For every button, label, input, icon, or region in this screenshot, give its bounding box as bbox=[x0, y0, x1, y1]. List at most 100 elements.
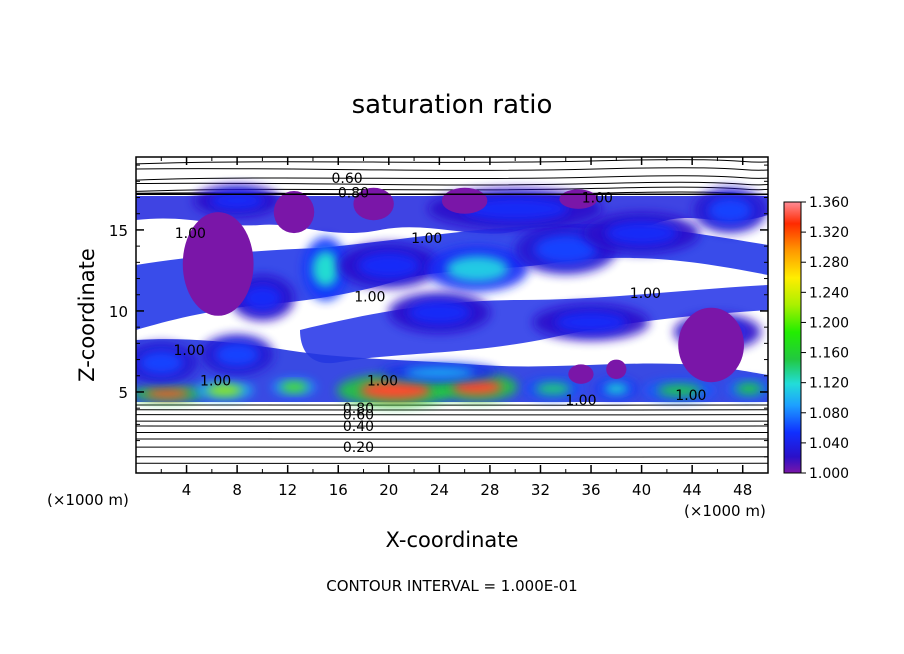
supersat-blob-core bbox=[139, 351, 184, 375]
supersat-blob-core bbox=[280, 382, 308, 392]
lower-contour-line bbox=[136, 404, 768, 406]
upper-contour-line bbox=[136, 175, 768, 181]
supersat-blob bbox=[195, 381, 254, 400]
supersat-blob-core bbox=[408, 300, 471, 325]
contour-label: 1.00 bbox=[675, 388, 706, 404]
supersat-blob-core bbox=[535, 382, 571, 395]
plot-frame bbox=[135, 156, 769, 474]
contour-label: 1.00 bbox=[630, 286, 661, 302]
supersat-blob-core bbox=[555, 311, 627, 333]
y-axis: 5 10 15 bbox=[109, 164, 768, 458]
supersat-blob bbox=[693, 187, 767, 234]
colorbar-tick-label: 1.080 bbox=[809, 406, 849, 422]
lower-contour-line bbox=[136, 413, 768, 416]
supersat-blob-core bbox=[707, 197, 753, 224]
supersat-blob bbox=[532, 304, 650, 341]
supersat-blob bbox=[272, 379, 316, 396]
supersat-blob-core bbox=[452, 379, 503, 395]
lower-contour-line bbox=[136, 409, 768, 411]
x-tick-label: 48 bbox=[733, 481, 752, 499]
x-tick-label: 8 bbox=[232, 481, 242, 499]
supersat-blob-core bbox=[462, 197, 569, 221]
contour-label: 1.00 bbox=[582, 191, 613, 207]
supersat-blob-core bbox=[206, 385, 243, 396]
y-axis-label: Z-coordinate bbox=[75, 248, 99, 382]
supersat-blob-core bbox=[359, 381, 431, 400]
x-unit-label-left: (×1000 m) bbox=[47, 491, 129, 509]
contour-label: 1.00 bbox=[200, 374, 231, 390]
x-tick-label: 24 bbox=[430, 481, 449, 499]
x-tick-label: 12 bbox=[278, 481, 297, 499]
contour-label: 0.80 bbox=[338, 186, 369, 202]
contour-labels: 0.600.80 1.001.00 1.001.00 1.001.001.00 1.00… bbox=[174, 171, 707, 456]
supersat-blob bbox=[595, 379, 637, 398]
colorbar-tick-label: 1.040 bbox=[809, 436, 849, 452]
chart-title: saturation ratio bbox=[352, 90, 553, 120]
contour-label: 0.60 bbox=[343, 408, 374, 424]
contour-label: 1.00 bbox=[175, 226, 206, 242]
near-saturation-region bbox=[606, 359, 627, 380]
supersat-blob-core bbox=[357, 252, 420, 279]
x-tick-label: 32 bbox=[531, 481, 550, 499]
contour-interval-note: CONTOUR INTERVAL = 1.000E-01 bbox=[326, 577, 577, 595]
supersat-blob bbox=[583, 212, 700, 254]
lower-contour-line bbox=[136, 431, 768, 434]
near-saturation-region bbox=[678, 307, 744, 383]
upper-contour-line bbox=[136, 181, 768, 186]
contour-label: 0.40 bbox=[343, 419, 374, 435]
lower-contour-line bbox=[136, 420, 768, 422]
supersat-blob-core bbox=[534, 235, 597, 264]
colorbar-tick-label: 1.320 bbox=[809, 225, 849, 241]
supersat-blob-core bbox=[603, 383, 629, 394]
supersat-blob-core bbox=[657, 384, 702, 397]
plot-area: 0.600.80 1.001.00 1.001.00 1.001.001.00 1.00… bbox=[136, 157, 768, 473]
contour-label: 1.00 bbox=[367, 374, 398, 390]
supersat-blob-core bbox=[312, 250, 339, 287]
supersat-blob-core bbox=[145, 389, 190, 399]
x-unit-label-right: (×1000 m) bbox=[684, 502, 766, 520]
contour-label: 1.00 bbox=[354, 289, 385, 305]
supersat-blob bbox=[381, 363, 498, 382]
upper-contour-line bbox=[136, 159, 768, 165]
lower-contour-line bbox=[136, 462, 768, 465]
supersat-blob bbox=[303, 237, 348, 301]
supersat-blob-core bbox=[735, 383, 763, 394]
x-tick-label: 40 bbox=[632, 481, 651, 499]
contour-label: 0.80 bbox=[343, 401, 374, 417]
supersat-blob bbox=[727, 379, 768, 398]
x-tick-label: 4 bbox=[182, 481, 192, 499]
colorbar-tick-label: 1.280 bbox=[809, 255, 849, 271]
supersat-blob-core bbox=[446, 255, 509, 282]
contour-label: 1.00 bbox=[565, 393, 596, 409]
lower-contour-line bbox=[136, 446, 768, 448]
near-saturation-region bbox=[568, 364, 594, 384]
x-axis-label: X-coordinate bbox=[386, 528, 519, 552]
supersat-blob-core bbox=[210, 191, 264, 210]
colorbar-gradient bbox=[783, 201, 802, 474]
near-saturation-region bbox=[353, 187, 394, 221]
near-saturation-region bbox=[441, 187, 488, 214]
supersat-blob bbox=[136, 385, 204, 402]
lower-contour-line bbox=[136, 425, 768, 427]
supersat-blob bbox=[388, 292, 491, 333]
x-axis: 4 8 12 16 20 24 28 32 36 40 44 48 bbox=[160, 157, 752, 499]
lower-contour-line bbox=[136, 456, 768, 458]
y-tick-label: 15 bbox=[109, 222, 128, 240]
colorbar-tick-label: 1.160 bbox=[809, 346, 849, 362]
supersat-blob-core bbox=[403, 367, 475, 378]
upper-contour-line bbox=[136, 167, 768, 171]
y-tick-label: 10 bbox=[109, 303, 128, 321]
x-tick-label: 20 bbox=[379, 481, 398, 499]
colorbar: 1.360 1.320 1.280 1.240 1.200 1.160 1.120 1.080… bbox=[783, 195, 849, 482]
near-saturation-region bbox=[182, 212, 254, 316]
x-tick-label: 36 bbox=[581, 481, 600, 499]
supersat-blob bbox=[200, 334, 274, 376]
supersat-blob bbox=[193, 184, 281, 217]
x-tick-label: 44 bbox=[683, 481, 702, 499]
x-tick-label: 16 bbox=[329, 481, 348, 499]
supersat-blob-core bbox=[215, 343, 260, 367]
supersat-blob-core bbox=[606, 221, 677, 245]
supersat-blob bbox=[336, 374, 454, 407]
supersaturation-maxima bbox=[136, 184, 768, 407]
contour-label: 1.00 bbox=[174, 343, 205, 359]
